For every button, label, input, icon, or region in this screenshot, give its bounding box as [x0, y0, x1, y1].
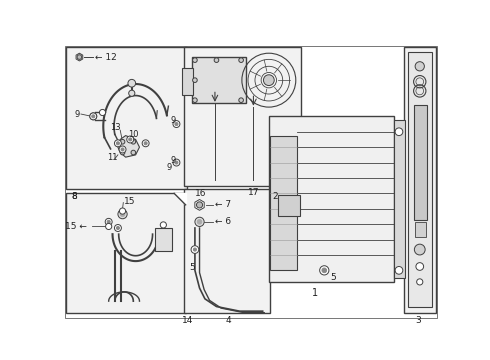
Circle shape	[264, 75, 274, 86]
Circle shape	[395, 266, 403, 274]
Circle shape	[160, 222, 167, 228]
Text: 16: 16	[195, 189, 206, 198]
Circle shape	[214, 58, 219, 62]
Text: 5: 5	[189, 263, 195, 272]
Circle shape	[99, 109, 106, 116]
Circle shape	[415, 244, 425, 255]
Polygon shape	[195, 199, 204, 210]
Bar	[155, 228, 172, 251]
Text: 9: 9	[171, 116, 175, 125]
Circle shape	[416, 279, 423, 285]
Circle shape	[120, 208, 125, 214]
Circle shape	[118, 210, 127, 219]
Text: ← 12: ← 12	[95, 53, 117, 62]
Circle shape	[127, 136, 134, 143]
Text: 1: 1	[312, 288, 318, 298]
Circle shape	[120, 212, 125, 216]
Circle shape	[196, 202, 203, 208]
Circle shape	[90, 113, 97, 120]
Circle shape	[173, 121, 180, 127]
Text: 17: 17	[247, 188, 259, 197]
Circle shape	[115, 225, 122, 231]
Circle shape	[120, 139, 125, 144]
Circle shape	[193, 98, 197, 103]
Circle shape	[128, 80, 136, 87]
Text: 8: 8	[72, 192, 77, 201]
Circle shape	[322, 268, 327, 273]
Text: 10: 10	[128, 130, 138, 139]
Circle shape	[194, 248, 196, 251]
Text: 14: 14	[181, 316, 193, 325]
Bar	[278, 195, 300, 216]
Bar	[414, 105, 427, 220]
Bar	[415, 222, 426, 237]
Circle shape	[115, 140, 122, 147]
Bar	[184, 47, 301, 186]
Text: 15: 15	[124, 197, 136, 206]
Bar	[184, 189, 270, 313]
Bar	[192, 57, 246, 103]
Text: 4: 4	[225, 316, 231, 325]
Circle shape	[193, 78, 197, 82]
Circle shape	[119, 146, 126, 153]
Circle shape	[120, 150, 125, 155]
Circle shape	[395, 128, 403, 136]
Circle shape	[131, 139, 136, 144]
Text: 2: 2	[272, 192, 278, 201]
Polygon shape	[76, 53, 83, 61]
Circle shape	[193, 58, 197, 62]
Polygon shape	[118, 136, 140, 157]
Bar	[404, 47, 436, 313]
Text: 3: 3	[416, 316, 421, 325]
Circle shape	[195, 217, 204, 226]
Circle shape	[92, 115, 95, 118]
Bar	[269, 116, 393, 282]
Text: ← 6: ← 6	[215, 217, 231, 226]
Circle shape	[77, 55, 82, 59]
Circle shape	[106, 223, 112, 230]
Polygon shape	[174, 193, 186, 205]
Circle shape	[92, 115, 95, 118]
Circle shape	[175, 122, 178, 126]
Circle shape	[131, 150, 136, 155]
Circle shape	[197, 220, 202, 224]
Text: 9: 9	[74, 109, 79, 118]
Circle shape	[107, 220, 110, 223]
Circle shape	[175, 161, 178, 164]
Circle shape	[191, 246, 199, 253]
Bar	[66, 47, 187, 189]
Text: 5: 5	[330, 273, 336, 282]
Text: 11: 11	[107, 153, 118, 162]
Circle shape	[129, 138, 132, 141]
Circle shape	[319, 266, 329, 275]
Bar	[393, 120, 405, 278]
Circle shape	[105, 219, 112, 225]
Circle shape	[90, 113, 97, 120]
Circle shape	[173, 159, 180, 166]
Circle shape	[239, 58, 244, 62]
Text: 9: 9	[167, 163, 172, 172]
Circle shape	[142, 140, 149, 147]
Bar	[408, 53, 432, 306]
Text: 8: 8	[72, 192, 77, 201]
Circle shape	[144, 142, 147, 145]
Circle shape	[129, 90, 135, 96]
Bar	[66, 193, 186, 313]
Circle shape	[415, 62, 424, 71]
Circle shape	[121, 148, 124, 151]
Bar	[270, 136, 297, 270]
Text: 15 ←: 15 ←	[65, 222, 87, 231]
Circle shape	[239, 98, 244, 103]
Circle shape	[117, 142, 120, 145]
Circle shape	[416, 263, 424, 270]
Text: 13: 13	[110, 123, 121, 132]
Text: ← 7: ← 7	[215, 201, 231, 210]
Circle shape	[117, 226, 120, 230]
Bar	[182, 68, 194, 95]
Text: 9: 9	[171, 156, 175, 165]
